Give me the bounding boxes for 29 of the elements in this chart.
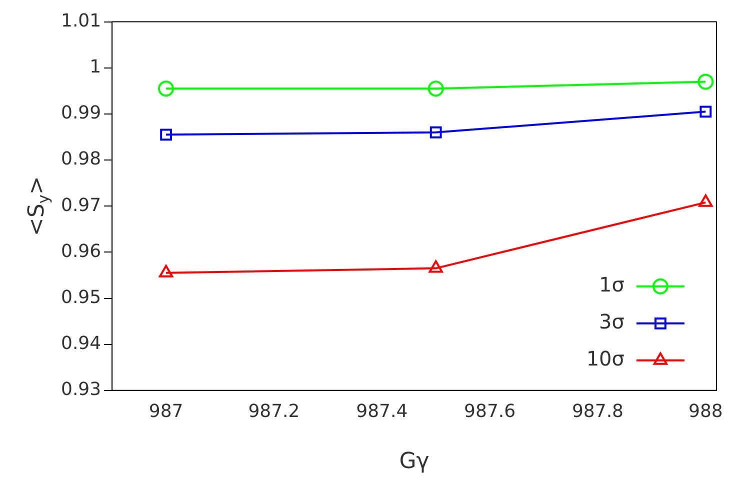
point [158, 80, 174, 97]
y-axis-title: <Sy> [24, 176, 53, 236]
point [428, 260, 443, 273]
x-tick-label: 987.8 [572, 400, 624, 422]
y-tick-label: 0.98 [61, 148, 102, 170]
point [700, 106, 712, 118]
y-tick-label: 0.95 [61, 286, 102, 308]
point [698, 194, 713, 207]
y-tick-label: 1.01 [61, 10, 102, 32]
x-axis-title: Gγ [399, 449, 430, 474]
legend-label: 1σ [599, 272, 625, 297]
x-tick-label: 988 [688, 400, 723, 422]
point [158, 264, 174, 278]
x-tick-label: 987.2 [248, 400, 300, 422]
x-tick-label: 987 [148, 400, 184, 422]
y-tick-label: 0.97 [61, 194, 102, 216]
y-tick-label: 0.93 [61, 379, 102, 400]
legend-label: 10σ [586, 346, 625, 371]
point [430, 126, 442, 138]
y-tick-label: 0.94 [61, 332, 102, 354]
legend-label: 3σ [599, 310, 625, 334]
point [428, 80, 444, 97]
y-tick-label: 0.96 [61, 240, 102, 262]
y-tick-label: 1 [90, 56, 102, 78]
y-tick-label: 0.99 [61, 102, 102, 124]
point [160, 128, 172, 141]
point [698, 74, 714, 90]
x-tick-label: 987.4 [356, 400, 408, 422]
x-tick-label: 987.6 [464, 400, 516, 422]
